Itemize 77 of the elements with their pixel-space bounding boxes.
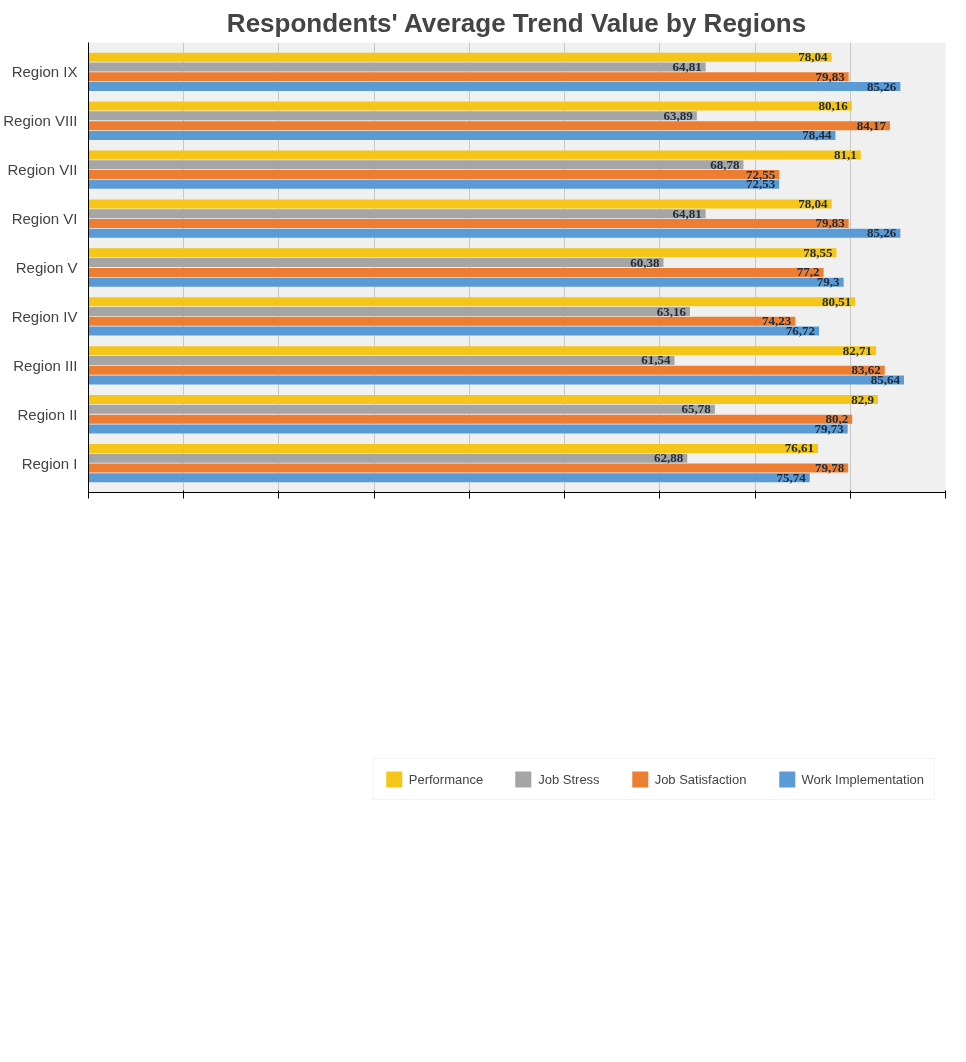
bar (88, 130, 836, 140)
chart-title: Respondents' Average Trend Value by Regions (226, 7, 807, 38)
data-label: 63,16 (656, 303, 687, 319)
bar (88, 111, 697, 121)
bar (88, 218, 849, 228)
y-tick-label: Region IX (11, 63, 78, 81)
data-label: 72,55 (746, 166, 776, 182)
legend-label: Job Satisfaction (654, 771, 747, 787)
data-label: 62,88 (654, 450, 684, 466)
data-label: 82,71 (842, 342, 873, 358)
y-tick-label: Region II (17, 405, 78, 423)
data-label: 84,17 (856, 117, 887, 133)
data-label: 82,9 (851, 391, 875, 407)
bar (88, 424, 848, 434)
bar (88, 473, 810, 483)
data-label: 85,26 (867, 225, 897, 241)
bar (88, 277, 844, 287)
y-tick-label: Region VII (7, 161, 78, 179)
legend-label: Job Stress (538, 771, 600, 787)
bar (88, 62, 706, 72)
data-label: 64,81 (672, 205, 702, 221)
bar (88, 267, 824, 277)
y-tick-label: Region VI (11, 210, 78, 228)
bar (88, 52, 832, 62)
bar (88, 365, 885, 375)
y-tick-label: Region I (21, 454, 78, 472)
data-label: 79,83 (815, 68, 846, 84)
data-label: 78,04 (798, 49, 829, 65)
bar (88, 258, 664, 268)
bar (88, 307, 690, 317)
data-label: 78,44 (802, 127, 832, 143)
bar (88, 121, 890, 131)
data-label: 78,55 (803, 244, 833, 260)
data-label: 80,16 (818, 98, 849, 114)
bar (88, 443, 818, 453)
bar (88, 395, 878, 405)
data-label: 81,1 (834, 147, 857, 162)
data-label: 64,81 (672, 58, 702, 74)
y-tick-label: Region VIII (3, 112, 78, 130)
bar (88, 248, 837, 258)
bar (88, 160, 744, 170)
bar (88, 82, 901, 92)
data-label: 63,89 (663, 107, 694, 123)
bar (88, 326, 820, 336)
legend-label: Performance (408, 771, 484, 787)
data-label: 80,51 (821, 293, 852, 309)
bar (88, 297, 856, 307)
bar (88, 346, 877, 356)
bar (88, 170, 780, 180)
bar (88, 101, 852, 111)
bar (88, 414, 853, 424)
data-label: 65,78 (681, 401, 712, 417)
y-tick-label: Region V (15, 259, 78, 276)
bar (88, 355, 675, 365)
data-label: 76,61 (784, 440, 814, 456)
bar (88, 316, 796, 326)
data-label: 79,83 (815, 215, 846, 231)
legend-label: Work Implementation (801, 771, 924, 787)
data-label: 60,38 (630, 254, 660, 270)
bar (88, 228, 901, 238)
bar (88, 150, 861, 160)
y-tick-label: Region III (13, 356, 78, 374)
bar (88, 179, 780, 189)
data-label: 79,78 (814, 460, 845, 476)
data-label: 68,78 (710, 156, 740, 172)
bar (88, 375, 904, 385)
data-label: 61,54 (641, 352, 671, 368)
bar (88, 209, 706, 219)
data-label: 78,04 (798, 195, 829, 211)
y-tick-label: Region IV (11, 307, 78, 325)
bar (88, 463, 849, 473)
data-label: 85,26 (867, 78, 897, 94)
bar (88, 72, 849, 82)
data-label: 75,74 (776, 469, 807, 485)
bar (88, 453, 688, 463)
bar (88, 404, 715, 414)
bar (88, 199, 832, 209)
